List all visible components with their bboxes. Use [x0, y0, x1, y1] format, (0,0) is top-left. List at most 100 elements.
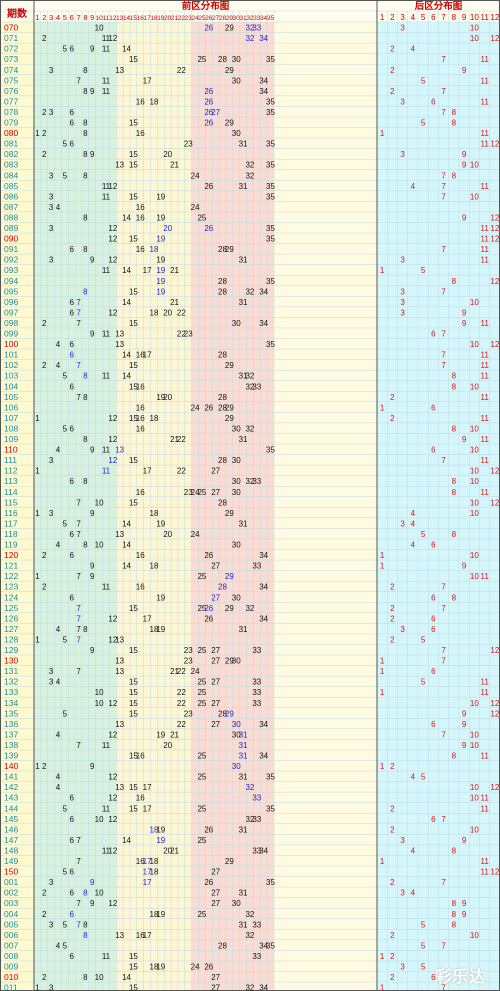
period-label: 072 — [4, 44, 18, 54]
back-number: 2 — [390, 66, 395, 75]
front-number: 16 — [136, 414, 145, 423]
front-number: 26 — [204, 963, 213, 972]
front-column-header: 17 — [144, 15, 152, 22]
front-number: 10 — [95, 699, 104, 708]
period-label: 138 — [4, 740, 18, 750]
front-number: 11 — [102, 952, 111, 961]
front-number: 22 — [177, 720, 186, 729]
front-number: 33 — [252, 952, 261, 961]
back-number: 12 — [490, 709, 499, 718]
back-number: 7 — [441, 171, 446, 180]
back-number: 11 — [480, 55, 489, 64]
front-number: 15 — [129, 498, 138, 507]
front-number: 14 — [122, 519, 131, 528]
front-number: 6 — [69, 45, 74, 54]
front-number: 25 — [197, 646, 206, 655]
back-number: 5 — [421, 635, 426, 644]
front-number: 16 — [136, 488, 145, 497]
front-number: 9 — [90, 762, 95, 771]
front-number: 13 — [115, 161, 124, 170]
watermark: 彩乐达 — [434, 969, 486, 986]
front-number: 33 — [252, 382, 261, 391]
front-number: 5 — [63, 868, 68, 877]
front-column-header: 9 — [90, 13, 94, 22]
back-number: 12 — [490, 868, 499, 877]
front-number: 10 — [95, 688, 104, 697]
front-number: 15 — [129, 646, 138, 655]
back-column-header: 12 — [490, 13, 499, 22]
front-number: 35 — [266, 55, 275, 64]
front-number: 34 — [259, 941, 268, 950]
front-number: 32 — [245, 931, 254, 940]
back-number: 6 — [431, 446, 436, 455]
front-column-header: 10 — [96, 15, 104, 22]
front-number: 30 — [232, 319, 241, 328]
front-number: 10 — [95, 815, 104, 824]
front-number: 25 — [197, 773, 206, 782]
front-number: 8 — [83, 245, 88, 254]
front-number: 19 — [156, 625, 165, 634]
back-number: 7 — [441, 604, 446, 613]
front-number: 15 — [129, 688, 138, 697]
front-number: 4 — [56, 773, 61, 782]
front-number: 33 — [252, 815, 261, 824]
back-number: 2 — [390, 604, 395, 613]
back-number: 10 — [470, 794, 479, 803]
front-number: 30 — [232, 730, 241, 739]
front-number: 19 — [156, 277, 165, 286]
back-number: 1 — [380, 857, 385, 866]
back-number: 1 — [380, 762, 385, 771]
front-number: 3 — [49, 667, 54, 676]
back-number: 8 — [452, 920, 457, 929]
front-number: 11 — [102, 372, 111, 381]
back-area-title: 后区分布图 — [415, 0, 463, 12]
back-number: 11 — [480, 140, 489, 149]
front-number: 18 — [150, 414, 159, 423]
period-label: 142 — [4, 782, 18, 792]
front-number: 9 — [90, 446, 95, 455]
front-number: 30 — [232, 424, 241, 433]
front-number: 2 — [42, 762, 47, 771]
front-number: 19 — [156, 256, 165, 265]
period-label: 084 — [4, 170, 18, 180]
front-number: 34 — [259, 76, 268, 85]
period-label: 141 — [4, 772, 18, 782]
back-number: 9 — [462, 150, 467, 159]
front-number: 4 — [56, 361, 61, 370]
front-number: 27 — [211, 889, 220, 898]
front-column-header: 22 — [178, 15, 186, 22]
front-number: 4 — [56, 625, 61, 634]
front-number: 22 — [177, 308, 186, 317]
front-number: 29 — [225, 361, 234, 370]
front-number: 5 — [63, 709, 68, 718]
front-number: 1 — [35, 414, 40, 423]
front-number: 20 — [163, 530, 172, 539]
front-number: 4 — [56, 678, 61, 687]
front-number: 17 — [143, 783, 152, 792]
back-number: 3 — [400, 836, 405, 845]
period-label: 110 — [4, 445, 18, 455]
front-column-header: 14 — [123, 15, 131, 22]
front-number: 30 — [232, 593, 241, 602]
front-number: 6 — [69, 868, 74, 877]
back-number: 10 — [470, 382, 479, 391]
period-label: 075 — [4, 75, 18, 85]
back-number: 9 — [462, 720, 467, 729]
back-number: 3 — [400, 308, 405, 317]
back-number: 7 — [441, 351, 446, 360]
back-number: 7 — [441, 245, 446, 254]
front-number: 12 — [108, 308, 117, 317]
period-header: 期数 — [7, 7, 28, 20]
front-number: 25 — [197, 836, 206, 845]
back-number: 7 — [441, 330, 446, 339]
front-area-title: 前区分布图 — [182, 0, 230, 12]
front-column-header: 5 — [63, 13, 67, 22]
back-number: 10 — [470, 298, 479, 307]
front-zone-2-bg — [116, 22, 192, 991]
front-number: 1 — [35, 467, 40, 476]
period-label: 004 — [4, 909, 18, 919]
front-number: 26 — [204, 108, 213, 117]
front-number: 8 — [83, 287, 88, 296]
front-number: 15 — [129, 783, 138, 792]
